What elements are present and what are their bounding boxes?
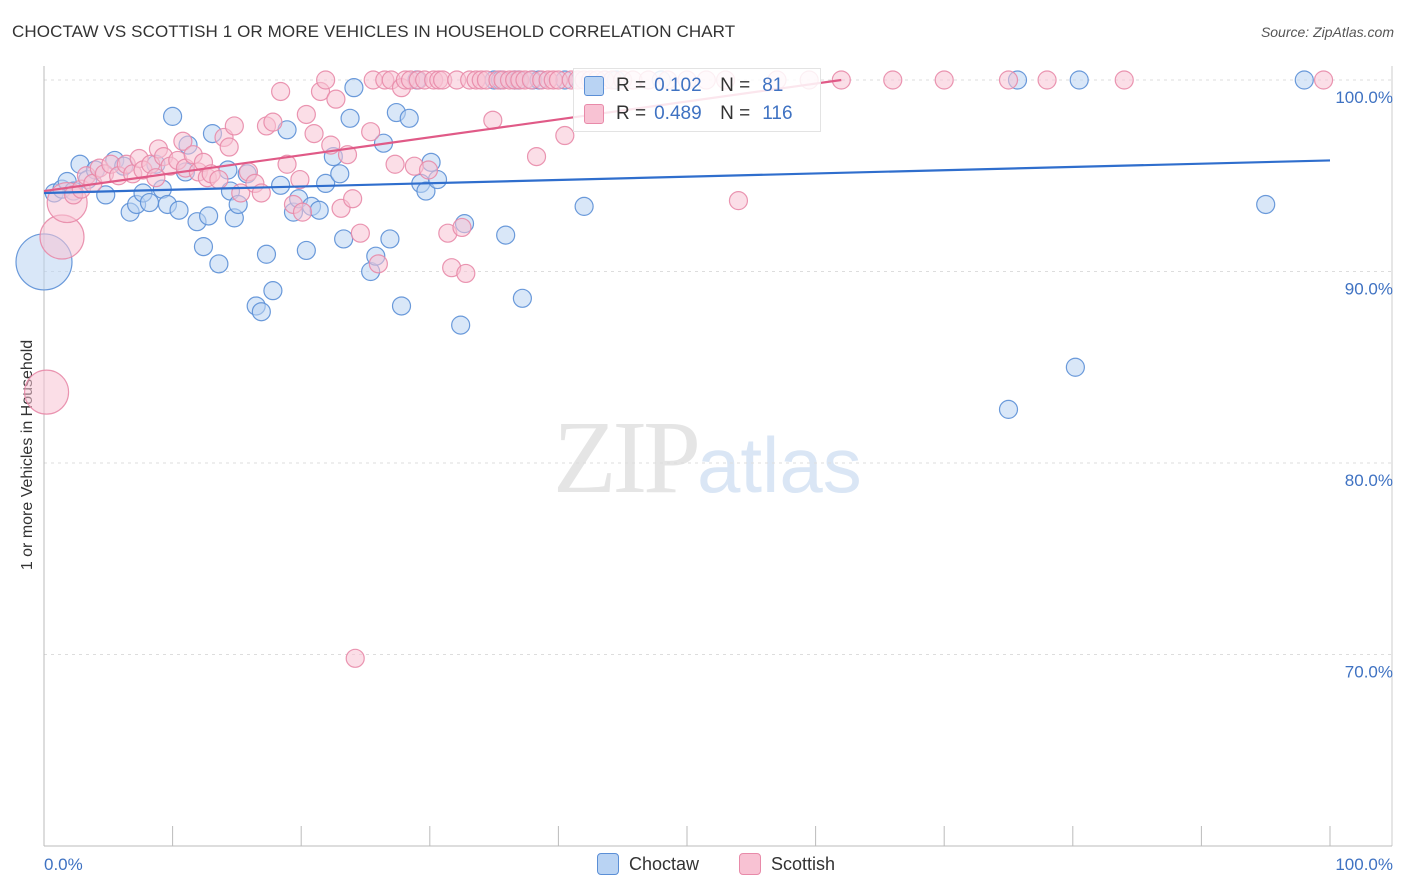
scottish-point xyxy=(271,81,291,102)
legend-swatch-choctaw xyxy=(584,76,604,96)
y-tick-label: 100.0% xyxy=(1335,88,1393,107)
scottish-point xyxy=(343,189,363,209)
scottish-point xyxy=(296,104,316,125)
scottish-point xyxy=(219,137,239,157)
choctaw-point xyxy=(193,237,214,257)
tick-labels: 100.0% 90.0% 80.0% 70.0% 0.0% 100.0% xyxy=(44,88,1393,874)
scottish-point xyxy=(526,147,547,167)
legend-item-choctaw: Choctaw xyxy=(597,853,699,875)
choctaw-trend-line xyxy=(43,159,1331,195)
legend-item-scottish: Scottish xyxy=(739,853,835,875)
legend-r-label: R = xyxy=(616,103,647,124)
choctaw-point xyxy=(139,192,160,213)
scottish-point xyxy=(728,191,749,211)
scottish-point xyxy=(998,70,1019,90)
choctaw-point xyxy=(1256,194,1276,215)
legend-n-value: 116 xyxy=(762,103,793,124)
scottish-point xyxy=(483,110,503,130)
scottish-point xyxy=(173,131,193,151)
axes xyxy=(43,66,1393,847)
choctaw-point xyxy=(1294,70,1314,90)
choctaw-point xyxy=(574,196,594,216)
scottish-point xyxy=(292,202,313,222)
chart-title: CHOCTAW VS SCOTTISH 1 OR MORE VEHICLES I… xyxy=(12,22,736,41)
x-tick-label: 100.0% xyxy=(1335,855,1393,874)
watermark: ZIPatlas xyxy=(553,398,862,517)
choctaw-point xyxy=(344,78,364,98)
legend-swatch-scottish xyxy=(584,104,604,124)
choctaw-point xyxy=(399,108,419,128)
choctaw-point xyxy=(380,229,400,249)
scottish-point xyxy=(368,254,388,274)
choctaw-point xyxy=(271,175,291,195)
legend-n-value: 81 xyxy=(762,75,784,96)
scottish-point xyxy=(361,122,381,142)
scottish-point xyxy=(934,70,954,90)
legend-swatch-scottish xyxy=(739,853,761,875)
choctaw-point xyxy=(330,164,350,184)
legend-n-label: N = xyxy=(720,75,751,96)
choctaw-point xyxy=(334,229,354,249)
choctaw-point xyxy=(1065,357,1085,377)
scottish-point xyxy=(418,160,439,180)
legend-row-scottish: R = 0.489 N = 116 xyxy=(584,102,793,126)
choctaw-point xyxy=(416,181,436,201)
scottish-point xyxy=(555,125,575,146)
choctaw-point xyxy=(340,108,360,128)
legend-swatch-choctaw xyxy=(597,853,619,875)
scottish-point xyxy=(345,648,365,668)
y-tick-label: 80.0% xyxy=(1345,471,1393,490)
choctaw-point xyxy=(256,244,277,264)
scottish-point xyxy=(304,124,324,144)
scottish-point xyxy=(316,70,336,90)
choctaw-point xyxy=(512,288,532,308)
scottish-point xyxy=(209,169,229,190)
choctaw-point xyxy=(296,240,316,261)
scottish-points xyxy=(23,70,1334,668)
choctaw-point xyxy=(209,254,229,274)
legend-r-value: 0.489 xyxy=(654,103,702,124)
y-tick-label: 90.0% xyxy=(1345,280,1393,299)
scottish-point xyxy=(23,369,70,415)
scottish-point xyxy=(1313,70,1334,90)
scottish-point xyxy=(263,112,283,132)
legend-label-choctaw: Choctaw xyxy=(629,853,700,874)
scottish-point xyxy=(883,70,903,90)
x-tick-label: 0.0% xyxy=(44,855,83,874)
y-tick-label: 70.0% xyxy=(1345,663,1393,682)
scottish-point xyxy=(385,154,405,174)
scottish-point xyxy=(277,154,297,174)
scottish-point xyxy=(350,223,370,243)
choctaw-point xyxy=(496,225,516,245)
choctaw-point xyxy=(251,302,271,322)
scottish-point xyxy=(452,217,472,238)
choctaw-point xyxy=(263,281,283,301)
choctaw-point xyxy=(316,173,336,194)
choctaw-point xyxy=(998,399,1019,419)
choctaw-point xyxy=(451,315,471,335)
choctaw-point xyxy=(309,200,329,220)
legend-n-label: N = xyxy=(720,103,751,124)
watermark-zip: ZIP xyxy=(553,400,701,515)
source-credit: Source: ZipAtlas.com xyxy=(1260,24,1394,40)
scottish-point xyxy=(290,169,310,190)
stats-legend: R = 0.102 N = 81 R = 0.489 N = 116 xyxy=(573,68,821,132)
legend-row-choctaw: R = 0.102 N = 81 xyxy=(584,74,783,98)
legend-r-value: 0.102 xyxy=(654,75,702,96)
choctaw-point xyxy=(199,206,219,226)
scottish-point xyxy=(326,89,346,109)
choctaw-point xyxy=(1069,70,1089,90)
choctaw-point xyxy=(391,296,412,316)
choctaw-point xyxy=(169,200,189,220)
scottish-point xyxy=(1037,70,1057,90)
choctaw-point xyxy=(163,106,183,126)
scottish-point xyxy=(1114,70,1134,90)
legend-r-label: R = xyxy=(616,75,647,96)
legend-label-scottish: Scottish xyxy=(771,853,836,874)
scottish-point xyxy=(456,263,476,284)
watermark-atlas: atlas xyxy=(697,421,862,509)
scottish-point xyxy=(224,116,244,136)
